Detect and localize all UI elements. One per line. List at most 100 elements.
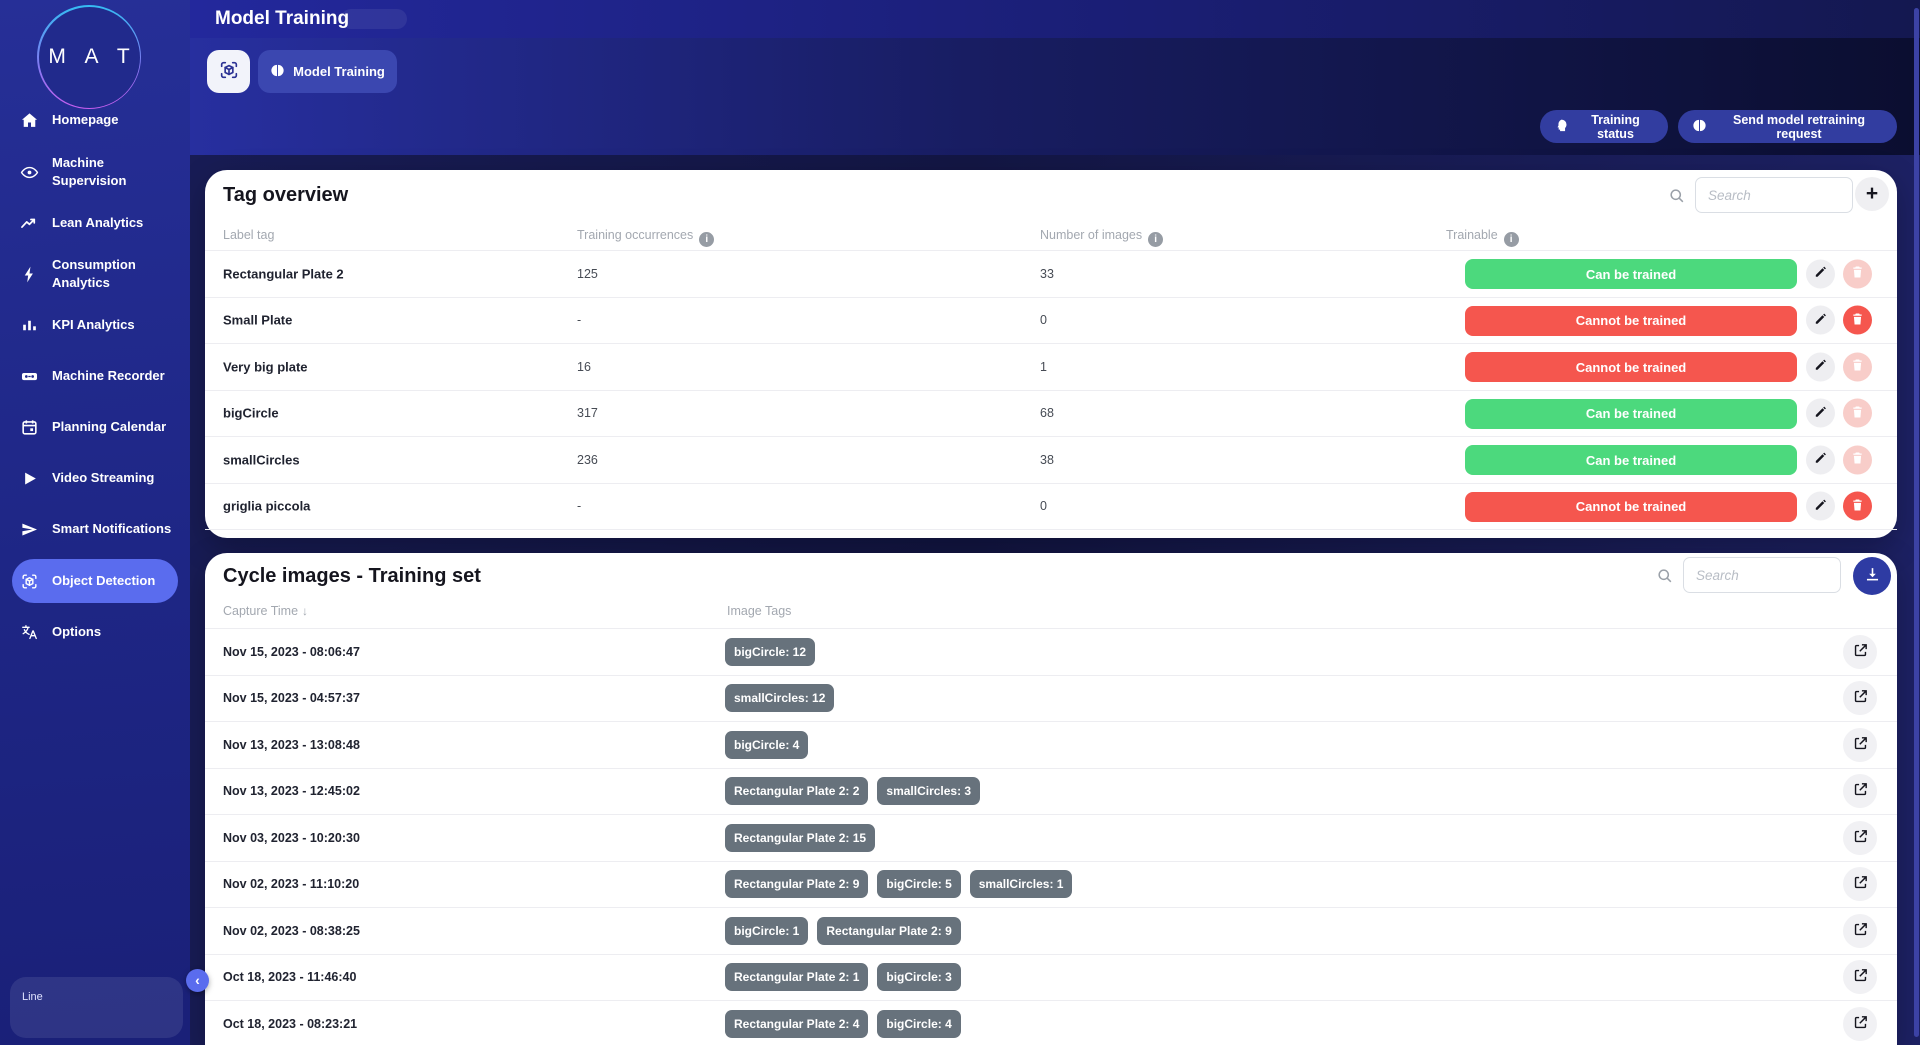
sidebar-item-smart-notifications[interactable]: Smart Notifications (0, 509, 190, 549)
training-status-button[interactable]: Training status (1540, 110, 1668, 143)
column-header-training-occurrences: Training occurrences i (577, 228, 715, 247)
image-tags: Rectangular Plate 2: 15 (725, 823, 876, 852)
training-status-label: Training status (1591, 112, 1640, 141)
open-image-button[interactable] (1843, 1006, 1877, 1041)
pencil-icon (1813, 497, 1828, 515)
trainable-badge: Cannot be trained (1465, 305, 1797, 336)
sidebar-collapse-button[interactable]: ‹ (186, 969, 209, 992)
scan-cube-icon (218, 59, 240, 84)
sidebar-item-video-streaming[interactable]: Video Streaming (0, 466, 190, 490)
open-image-button[interactable] (1843, 820, 1877, 855)
tag-overview-title: Tag overview (223, 184, 349, 206)
tab-label: Model Training (293, 64, 385, 79)
column-header-image-tags: Image Tags (727, 604, 792, 618)
tag-label: Small Plate (223, 312, 293, 328)
info-icon[interactable]: i (699, 232, 715, 247)
sidebar-item-homepage[interactable]: Homepage (0, 108, 190, 132)
column-header-number-of-images: Number of images i (1040, 228, 1164, 247)
capture-time: Oct 18, 2023 - 11:46:40 (223, 970, 357, 985)
tag-label: Very big plate (223, 359, 308, 375)
open-image-button[interactable] (1843, 727, 1877, 762)
head-gear-icon (1554, 118, 1569, 136)
delete-tag-button[interactable] (1843, 259, 1872, 289)
edit-tag-button[interactable] (1806, 398, 1835, 428)
tag-search-input[interactable] (1695, 177, 1853, 213)
sidebar-item-kpi-analytics[interactable]: KPI Analytics (0, 313, 190, 337)
open-in-new-icon (1852, 1014, 1869, 1034)
download-images-button[interactable] (1853, 557, 1891, 595)
open-image-button[interactable] (1843, 867, 1877, 902)
search-icon (1667, 186, 1687, 206)
delete-tag-button[interactable] (1843, 445, 1872, 475)
image-tag-chip: Rectangular Plate 2: 2 (725, 777, 869, 806)
delete-tag-button[interactable] (1843, 398, 1872, 428)
sidebar-item-label: Homepage (52, 112, 119, 127)
info-icon[interactable]: i (1148, 232, 1164, 247)
open-image-button[interactable] (1843, 960, 1877, 995)
sidebar-item-label: Smart Notifications (52, 521, 172, 536)
edit-tag-button[interactable] (1806, 352, 1835, 382)
capture-time: Nov 03, 2023 - 10:20:30 (223, 830, 360, 845)
logo-text: M A T (48, 45, 137, 68)
send-retraining-request-button[interactable]: Send model retraining request (1678, 110, 1897, 143)
trash-icon (1850, 265, 1865, 283)
scrollbar-thumb[interactable] (1914, 8, 1919, 1037)
image-tag-chip: smallCircles: 12 (725, 684, 835, 713)
tag-occurrences: - (577, 499, 582, 514)
open-image-button[interactable] (1843, 634, 1877, 669)
edit-tag-button[interactable] (1806, 445, 1835, 475)
title-highlight (341, 9, 407, 29)
column-header-capture-time[interactable]: Capture Time ↓ (223, 604, 309, 618)
open-image-button[interactable] (1843, 681, 1877, 716)
sidebar-item-lean-analytics[interactable]: Lean Analytics (0, 211, 190, 235)
image-tags: Rectangular Plate 2: 4 bigCircle: 4 (725, 1009, 961, 1038)
tab-model-training[interactable]: Model Training (258, 50, 397, 93)
image-tag-chip: Rectangular Plate 2: 4 (725, 1009, 869, 1038)
sidebar-item-label: Machine Supervision (52, 155, 127, 188)
trash-icon (1850, 311, 1865, 329)
column-header-label-tag: Label tag (223, 228, 275, 242)
edit-tag-button[interactable] (1806, 491, 1835, 521)
image-tag-chip: Rectangular Plate 2: 1 (725, 963, 869, 992)
tag-row: Rectangular Plate 2 125 33 Can be traine… (205, 250, 1897, 297)
pencil-icon (1813, 311, 1828, 329)
delete-tag-button[interactable] (1843, 491, 1872, 521)
sidebar-item-object-detection[interactable]: Object Detection (12, 559, 178, 603)
image-tag-chip: Rectangular Plate 2: 9 (817, 916, 961, 945)
sidebar-item-options[interactable]: Options (0, 620, 190, 644)
open-in-new-icon (1852, 967, 1869, 987)
cycle-images-card: Cycle images - Training set Capture Time… (205, 553, 1897, 1045)
page-title: Model Training (215, 8, 350, 29)
image-tag-chip: smallCircles: 1 (969, 870, 1073, 899)
sidebar-item-label: KPI Analytics (52, 317, 135, 332)
edit-tag-button[interactable] (1806, 305, 1835, 335)
title-bar: Model Training (190, 0, 1920, 38)
tag-row: Very big plate 16 1 Cannot be trained (205, 343, 1897, 390)
pencil-icon (1813, 265, 1828, 283)
info-icon[interactable]: i (1503, 232, 1519, 247)
sidebar-item-machine-supervision[interactable]: Machine Supervision (0, 152, 190, 192)
open-in-new-icon (1852, 874, 1869, 894)
sidebar-item-machine-recorder[interactable]: Machine Recorder (0, 364, 190, 388)
sidebar-item-consumption-analytics[interactable]: Consumption Analytics (0, 254, 190, 294)
tag-image-count: 0 (1040, 499, 1047, 514)
add-tag-button[interactable]: + (1855, 177, 1889, 211)
capture-time: Nov 13, 2023 - 13:08:48 (223, 737, 360, 752)
cycle-search-input[interactable] (1683, 557, 1841, 593)
play-icon (20, 469, 39, 488)
delete-tag-button[interactable] (1843, 305, 1872, 335)
trash-icon (1850, 358, 1865, 376)
edit-tag-button[interactable] (1806, 259, 1835, 289)
object-detection-home-button[interactable] (207, 50, 250, 93)
open-image-button[interactable] (1843, 774, 1877, 809)
delete-tag-button[interactable] (1843, 352, 1872, 382)
cycle-image-row: Nov 15, 2023 - 08:06:47 bigCircle: 12 (205, 628, 1897, 675)
mat-logo: M A T (37, 5, 141, 109)
open-in-new-icon (1852, 642, 1869, 662)
sidebar-item-planning-calendar[interactable]: Planning Calendar (0, 415, 190, 439)
line-panel: Line (10, 977, 183, 1038)
open-image-button[interactable] (1843, 913, 1877, 948)
bar-chart-icon (20, 316, 39, 335)
open-in-new-icon (1852, 735, 1869, 755)
